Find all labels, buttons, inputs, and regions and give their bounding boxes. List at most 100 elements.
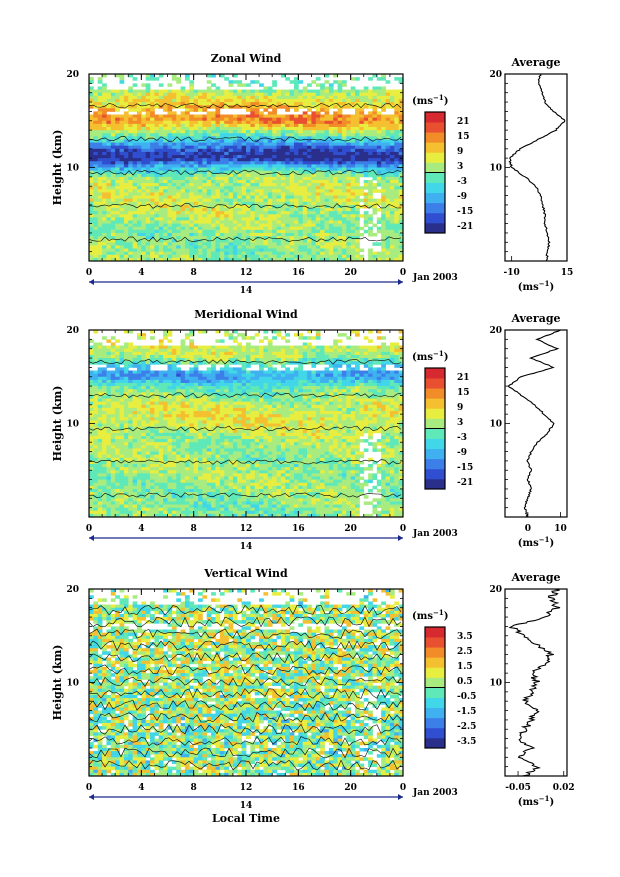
- zonal-heatmap-cell: [93, 102, 98, 106]
- zonal-heatmap-cell: [233, 211, 238, 215]
- zonal-heatmap-cell: [106, 202, 111, 206]
- zonal-heatmap-cell: [242, 230, 247, 234]
- meridional-heatmap-cell: [102, 349, 107, 353]
- zonal-heatmap-cell: [93, 99, 98, 103]
- zonal-heatmap-cell: [285, 124, 290, 128]
- zonal-heatmap-cell: [189, 161, 194, 165]
- meridional-heatmap-cell: [316, 336, 321, 340]
- zonal-heatmap-cell: [250, 124, 255, 128]
- zonal-heatmap-cell: [381, 146, 386, 150]
- zonal-heatmap-cell: [176, 99, 181, 103]
- zonal-heatmap-cell: [329, 121, 334, 125]
- zonal-heatmap-cell: [202, 189, 207, 193]
- colorbar-swatch: [425, 122, 445, 132]
- zonal-heatmap-cell: [255, 90, 260, 94]
- zonal-heatmap-cell: [255, 121, 260, 125]
- zonal-heatmap-cell: [229, 220, 234, 224]
- zonal-heatmap-cell: [202, 127, 207, 131]
- zonal-heatmap-cell: [120, 96, 125, 100]
- zonal-heatmap-cell: [120, 152, 125, 156]
- zonal-heatmap-cell: [386, 224, 391, 228]
- zonal-heatmap-cell: [381, 245, 386, 249]
- zonal-heatmap-cell: [272, 99, 277, 103]
- zonal-heatmap-cell: [146, 217, 151, 221]
- meridional-heatmap-cell: [181, 349, 186, 353]
- meridional-heatmap-cell: [333, 374, 338, 378]
- zonal-heatmap-cell: [150, 233, 155, 237]
- zonal-heatmap-cell: [141, 180, 146, 184]
- zonal-heatmap-cell: [320, 90, 325, 94]
- zonal-heatmap-cell: [285, 211, 290, 215]
- zonal-heatmap-cell: [277, 177, 282, 181]
- zonal-heatmap-cell: [154, 186, 159, 190]
- zonal-heatmap-cell: [263, 199, 268, 203]
- zonal-heatmap-cell: [394, 124, 399, 128]
- meridional-heatmap-cell: [255, 358, 260, 362]
- zonal-heatmap-cell: [181, 149, 186, 153]
- zonal-heatmap-cell: [246, 242, 251, 246]
- zonal-heatmap-cell: [272, 90, 277, 94]
- zonal-heatmap-cell: [263, 155, 268, 159]
- zonal-heatmap-cell: [316, 174, 321, 178]
- zonal-heatmap-cell: [377, 96, 382, 100]
- zonal-heatmap-cell: [146, 183, 151, 187]
- meridional-heatmap-cell: [168, 364, 173, 368]
- zonal-heatmap-cell: [381, 177, 386, 181]
- zonal-heatmap-cell: [220, 171, 225, 175]
- meridional-heatmap-cell: [207, 367, 212, 371]
- meridional-heatmap-cell: [307, 377, 312, 381]
- zonal-heatmap-cell: [168, 121, 173, 125]
- zonal-heatmap-cell: [394, 211, 399, 215]
- meridional-heatmap-cell: [268, 380, 273, 384]
- zonal-heatmap-cell: [290, 236, 295, 240]
- zonal-heatmap-cell: [285, 158, 290, 162]
- zonal-heatmap-cell: [202, 121, 207, 125]
- zonal-heatmap-cell: [242, 152, 247, 156]
- zonal-heatmap-cell: [93, 177, 98, 181]
- zonal-heatmap-cell: [115, 186, 120, 190]
- zonal-heatmap-cell: [338, 233, 343, 237]
- zonal-heatmap-cell: [246, 245, 251, 249]
- zonal-heatmap-cell: [368, 105, 373, 109]
- zonal-heatmap-cell: [351, 146, 356, 150]
- zonal-heatmap-cell: [233, 139, 238, 143]
- zonal-heatmap-cell: [150, 255, 155, 259]
- zonal-heatmap-cell: [115, 115, 120, 119]
- zonal-heatmap-cell: [311, 177, 316, 181]
- meridional-heatmap-cell: [372, 377, 377, 381]
- meridional-heatmap-cell: [368, 377, 373, 381]
- zonal-heatmap-cell: [159, 233, 164, 237]
- zonal-heatmap-cell: [342, 196, 347, 200]
- zonal-heatmap-cell: [342, 211, 347, 215]
- zonal-heatmap-cell: [120, 127, 125, 131]
- zonal-heatmap-cell: [368, 220, 373, 224]
- zonal-heatmap-cell: [229, 245, 234, 249]
- meridional-heatmap-cell: [285, 352, 290, 356]
- zonal-heatmap-cell: [263, 230, 268, 234]
- zonal-heatmap-cell: [163, 168, 168, 172]
- zonal-heatmap-cell: [263, 96, 268, 100]
- zonal-heatmap-cell: [338, 90, 343, 94]
- meridional-heatmap-cell: [163, 358, 168, 362]
- zonal-heatmap-cell: [102, 189, 107, 193]
- zonal-heatmap-cell: [211, 252, 216, 256]
- zonal-heatmap-cell: [250, 208, 255, 212]
- zonal-heatmap-cell: [237, 118, 242, 122]
- zonal-heatmap-cell: [381, 227, 386, 231]
- meridional-heatmap-cell: [394, 342, 399, 346]
- zonal-heatmap-cell: [329, 245, 334, 249]
- zonal-heatmap-cell: [351, 158, 356, 162]
- zonal-heatmap-cell: [150, 183, 155, 187]
- zonal-heatmap-cell: [368, 199, 373, 203]
- zonal-heatmap-cell: [272, 249, 277, 253]
- zonal-heatmap-cell: [106, 177, 111, 181]
- meridional-heatmap-cell: [137, 367, 142, 371]
- meridional-heatmap-cell: [185, 361, 190, 365]
- zonal-heatmap-cell: [202, 177, 207, 181]
- zonal-heatmap-cell: [237, 189, 242, 193]
- zonal-heatmap-cell: [329, 202, 334, 206]
- meridional-heatmap-cell: [172, 355, 177, 359]
- zonal-heatmap-cell: [115, 133, 120, 137]
- zonal-heatmap-cell: [202, 202, 207, 206]
- zonal-heatmap-cell: [115, 99, 120, 103]
